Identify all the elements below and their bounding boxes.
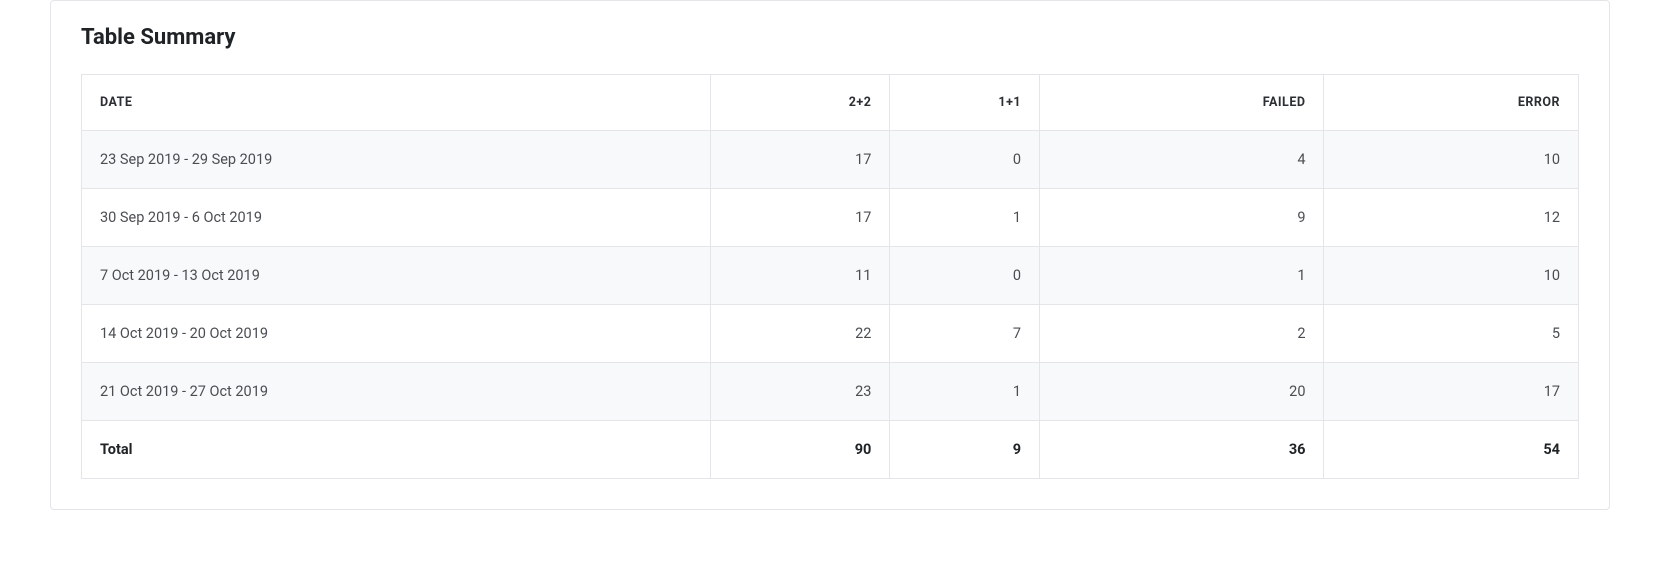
cell-1plus1: 0 — [890, 247, 1040, 305]
summary-panel: Table Summary DATE 2+2 1+1 FAILED ERROR … — [50, 0, 1610, 510]
cell-1plus1: 0 — [890, 131, 1040, 189]
cell-error: 5 — [1324, 305, 1579, 363]
cell-date: 14 Oct 2019 - 20 Oct 2019 — [82, 305, 711, 363]
table-row: 14 Oct 2019 - 20 Oct 2019 22 7 2 5 — [82, 305, 1579, 363]
cell-error: 10 — [1324, 247, 1579, 305]
cell-error: 10 — [1324, 131, 1579, 189]
cell-failed: 1 — [1040, 247, 1324, 305]
total-error: 54 — [1324, 421, 1579, 479]
cell-2plus2: 17 — [710, 189, 890, 247]
col-header-error[interactable]: ERROR — [1324, 75, 1579, 131]
cell-failed: 20 — [1040, 363, 1324, 421]
cell-date: 7 Oct 2019 - 13 Oct 2019 — [82, 247, 711, 305]
cell-1plus1: 1 — [890, 189, 1040, 247]
cell-error: 17 — [1324, 363, 1579, 421]
col-header-date[interactable]: DATE — [82, 75, 711, 131]
cell-failed: 2 — [1040, 305, 1324, 363]
panel-title: Table Summary — [81, 25, 1579, 50]
table-row: 23 Sep 2019 - 29 Sep 2019 17 0 4 10 — [82, 131, 1579, 189]
cell-2plus2: 17 — [710, 131, 890, 189]
cell-date: 21 Oct 2019 - 27 Oct 2019 — [82, 363, 711, 421]
cell-2plus2: 23 — [710, 363, 890, 421]
table-header-row: DATE 2+2 1+1 FAILED ERROR — [82, 75, 1579, 131]
cell-failed: 9 — [1040, 189, 1324, 247]
col-header-2plus2[interactable]: 2+2 — [710, 75, 890, 131]
cell-1plus1: 1 — [890, 363, 1040, 421]
cell-failed: 4 — [1040, 131, 1324, 189]
cell-date: 30 Sep 2019 - 6 Oct 2019 — [82, 189, 711, 247]
table-total-row: Total 90 9 36 54 — [82, 421, 1579, 479]
table-row: 30 Sep 2019 - 6 Oct 2019 17 1 9 12 — [82, 189, 1579, 247]
summary-table: DATE 2+2 1+1 FAILED ERROR 23 Sep 2019 - … — [81, 74, 1579, 479]
total-1plus1: 9 — [890, 421, 1040, 479]
cell-date: 23 Sep 2019 - 29 Sep 2019 — [82, 131, 711, 189]
cell-error: 12 — [1324, 189, 1579, 247]
cell-1plus1: 7 — [890, 305, 1040, 363]
col-header-1plus1[interactable]: 1+1 — [890, 75, 1040, 131]
table-row: 21 Oct 2019 - 27 Oct 2019 23 1 20 17 — [82, 363, 1579, 421]
total-label: Total — [82, 421, 711, 479]
cell-2plus2: 11 — [710, 247, 890, 305]
total-2plus2: 90 — [710, 421, 890, 479]
cell-2plus2: 22 — [710, 305, 890, 363]
table-row: 7 Oct 2019 - 13 Oct 2019 11 0 1 10 — [82, 247, 1579, 305]
col-header-failed[interactable]: FAILED — [1040, 75, 1324, 131]
total-failed: 36 — [1040, 421, 1324, 479]
